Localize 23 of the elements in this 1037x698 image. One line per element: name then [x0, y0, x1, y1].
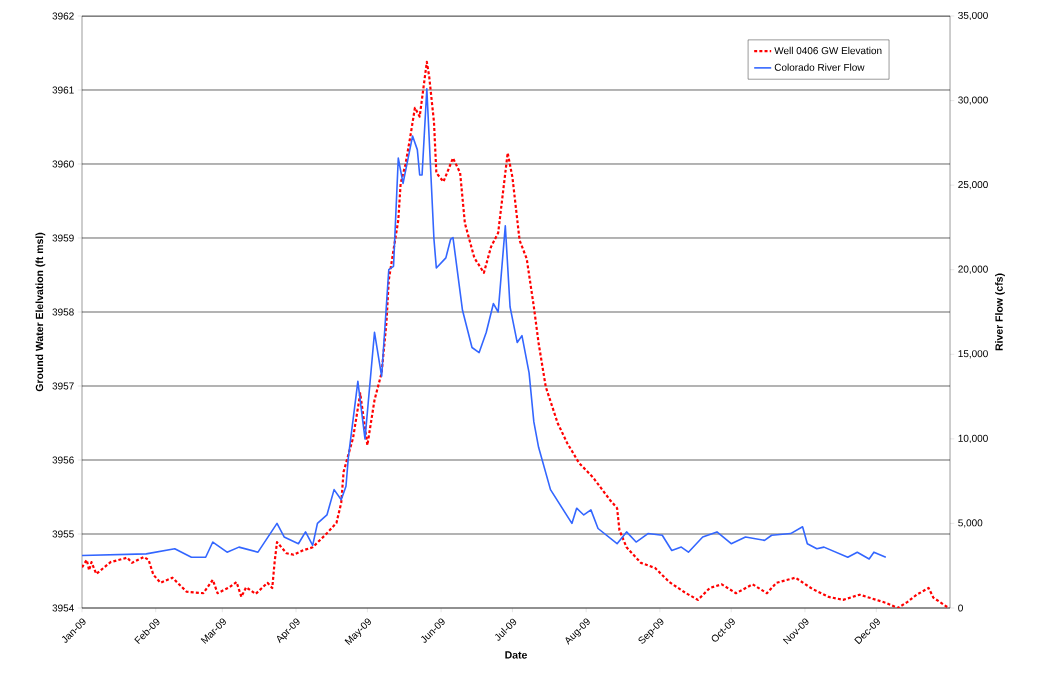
y2-tick-label: 25,000	[958, 181, 988, 190]
x-axis-title: Date	[505, 651, 527, 659]
y-tick-label: 3955	[52, 530, 74, 538]
y-tick-label: 3959	[52, 234, 74, 242]
line-series	[82, 87, 887, 560]
legend-label: Colorado River Flow	[774, 63, 865, 71]
y2-tick-label: 5,000	[958, 519, 983, 528]
y2-tick-label: 15,000	[958, 350, 988, 359]
y-tick-label: 3957	[52, 382, 74, 390]
y2-axis-title: River Flow (cfs)	[995, 273, 1005, 351]
y-axis-title: Ground Water Elelvation (ft msl)	[35, 232, 46, 392]
legend-label: Well 0406 GW Elevation	[774, 46, 882, 55]
y-tick-label: 3961	[52, 86, 74, 94]
y-tick-label: 3962	[52, 12, 74, 20]
y2-tick-label: 35,000	[958, 11, 988, 21]
y2-tick-label: 20,000	[958, 265, 988, 274]
y-tick-label: 3956	[52, 456, 74, 464]
y2-tick-label: 0	[958, 604, 963, 612]
y2-tick-label: 30,000	[958, 96, 988, 105]
y-tick-label: 3960	[52, 160, 74, 168]
y2-tick-label: 10,000	[958, 434, 988, 443]
y-tick-label: 3958	[52, 308, 74, 316]
y-tick-label: 3954	[52, 604, 74, 612]
